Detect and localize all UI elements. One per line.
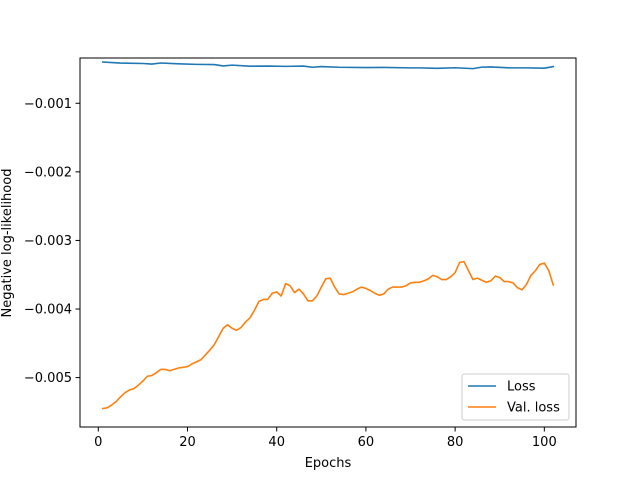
x-tick-label: 100: [532, 435, 557, 450]
x-tick-label: 40: [268, 435, 285, 450]
x-tick-label: 80: [447, 435, 464, 450]
x-axis-label: Epochs: [305, 456, 352, 471]
series-line-2: [101, 260, 555, 410]
y-tick-label: −0.003: [24, 234, 72, 249]
legend-label-2: Val. loss: [507, 401, 560, 416]
series-line-1: [101, 61, 555, 70]
y-tick-label: −0.001: [24, 97, 72, 112]
x-axis: 0 20 40 60 80 100: [94, 427, 557, 450]
x-tick-label: 0: [94, 435, 102, 450]
legend-label-1: Loss: [507, 380, 536, 395]
plot-area: [79, 57, 577, 428]
y-tick-label: −0.005: [24, 371, 72, 386]
x-tick-label: 60: [358, 435, 375, 450]
x-tick-label: 20: [179, 435, 196, 450]
legend: Loss Val. loss: [461, 373, 570, 421]
plot-frame: [79, 57, 577, 428]
y-axis: −0.005 −0.004 −0.003 −0.002 −0.001: [24, 97, 80, 386]
y-tick-label: −0.002: [24, 165, 72, 180]
y-tick-label: −0.004: [24, 303, 72, 318]
y-axis-label: Negative log-likelihood: [0, 169, 15, 318]
